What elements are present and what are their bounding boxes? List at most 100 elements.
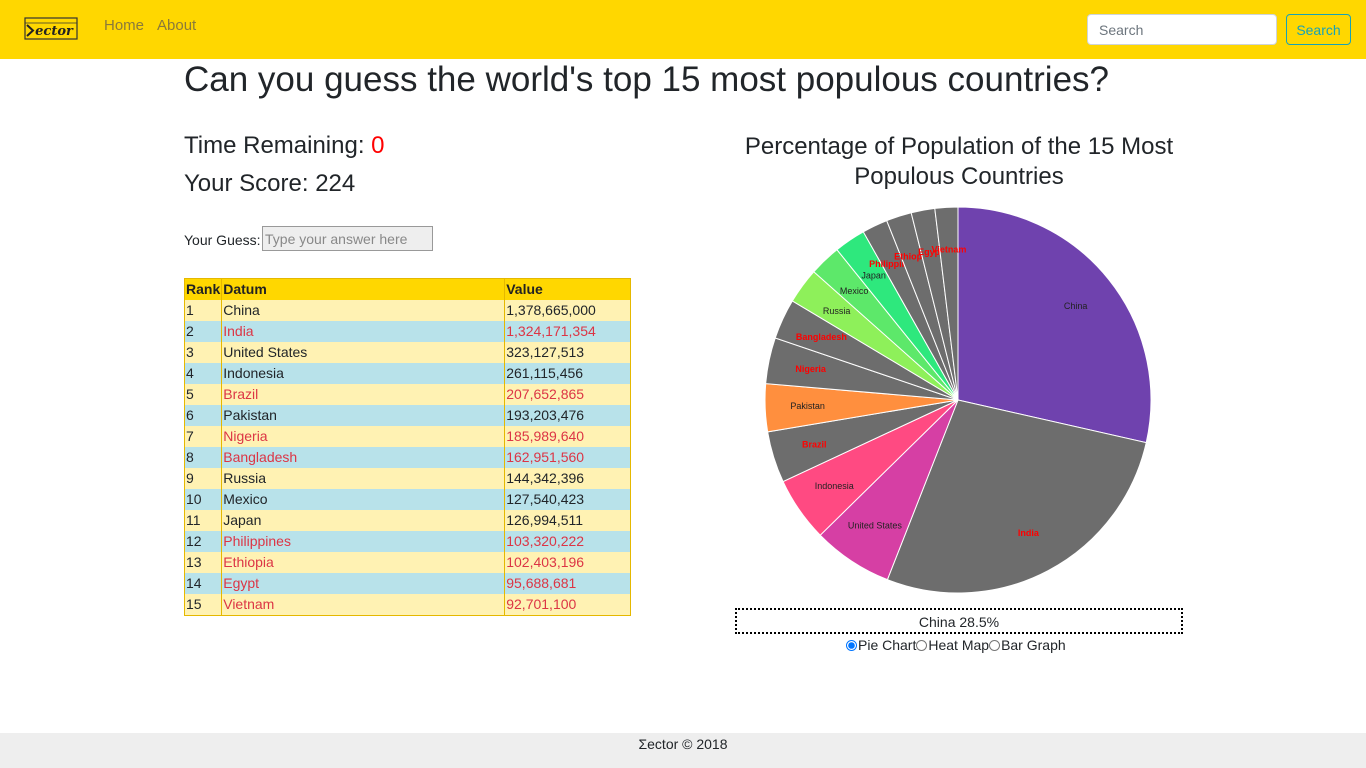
score: Your Score: 224 [184, 170, 355, 198]
pie-slice-label: Philippines [869, 259, 917, 269]
pie-slice-china[interactable] [957, 206, 1152, 444]
cell-datum: Bangladesh [221, 447, 505, 468]
cell-value: 323,127,513 [504, 342, 631, 363]
pie-slice-label: Brazil [802, 440, 827, 450]
pie-slice-label: Russia [823, 306, 851, 316]
logo-text: ector [35, 24, 74, 39]
pie-slice-india[interactable] [886, 399, 1147, 594]
cell-rank: 8 [183, 447, 222, 468]
table-row: 4 Indonesia 261,115,456 [183, 363, 631, 384]
cell-value: 102,403,196 [504, 552, 631, 573]
cell-rank: 11 [183, 510, 222, 531]
score-label: Your Score: [184, 170, 316, 197]
header-rank: Rank [183, 278, 222, 300]
bar-graph-radio[interactable] [989, 639, 1001, 651]
bar-graph-option[interactable]: Bar Graph [989, 637, 1066, 653]
cell-rank: 9 [183, 468, 222, 489]
chart-tooltip: China 28.5% [735, 608, 1183, 634]
cell-rank: 13 [183, 552, 222, 573]
chart-type-selector: Pie Chart Heat Map Bar Graph [846, 637, 1066, 654]
table-row: 13 Ethiopia 102,403,196 [183, 552, 631, 573]
search-button[interactable]: Search [1286, 14, 1351, 45]
pie-slice-label: Pakistan [790, 401, 825, 411]
cell-value: 95,688,681 [504, 573, 631, 594]
table-row: 3 United States 323,127,513 [183, 342, 631, 363]
cell-value: 185,989,640 [504, 426, 631, 447]
table-row: 2 India 1,324,171,354 [183, 321, 631, 342]
table-body: 1 China 1,378,665,000 2 India 1,324,171,354 3 U… [183, 300, 631, 616]
table-row: 11 Japan 126,994,511 [183, 510, 631, 531]
pie-slice-label: Ethiopia [894, 252, 930, 262]
cell-value: 193,203,476 [504, 405, 631, 426]
cell-value: 207,652,865 [504, 384, 631, 405]
pie-slice-vietnam[interactable] [934, 206, 959, 401]
score-value: 224 [315, 170, 356, 197]
nav-about-link[interactable]: About [157, 17, 197, 34]
guess-input[interactable] [262, 226, 433, 251]
page-title: Can you guess the world's top 15 most po… [184, 60, 1110, 99]
cell-datum: Pakistan [221, 405, 505, 426]
cell-rank: 10 [183, 489, 222, 510]
chart-title: Percentage of Population of the 15 Most … [744, 133, 1174, 190]
cell-datum: Philippines [221, 531, 505, 552]
cell-rank: 6 [183, 405, 222, 426]
search-input[interactable] [1087, 14, 1277, 45]
pie-slice-label: Nigeria [795, 364, 827, 374]
cell-value: 144,342,396 [504, 468, 631, 489]
cell-value: 162,951,560 [504, 447, 631, 468]
cell-value: 1,378,665,000 [504, 300, 631, 321]
cell-rank: 5 [183, 384, 222, 405]
table-row: 1 China 1,378,665,000 [183, 300, 631, 321]
time-remaining-label: Time Remaining: [184, 132, 372, 159]
time-remaining: Time Remaining: 0 [184, 132, 385, 160]
cell-value: 261,115,456 [504, 363, 631, 384]
pie-chart[interactable]: China India United States Indonesia Brazil Pa… [740, 195, 1178, 600]
pie-slice-label: Mexico [840, 286, 869, 296]
table-row: 5 Brazil 207,652,865 [183, 384, 631, 405]
cell-datum: Russia [221, 468, 505, 489]
table-row: 9 Russia 144,342,396 [183, 468, 631, 489]
cell-datum: Mexico [221, 489, 505, 510]
cell-value: 1,324,171,354 [504, 321, 631, 342]
guess-label: Your Guess: [184, 232, 261, 248]
cell-datum: Vietnam [221, 594, 505, 616]
pie-slice-label: United States [848, 521, 903, 531]
pie-slice-label: Bangladesh [796, 332, 847, 342]
sector-logo[interactable]: ector [24, 15, 78, 42]
cell-value: 126,994,511 [504, 510, 631, 531]
pie-chart-radio[interactable] [846, 639, 857, 651]
cell-rank: 3 [183, 342, 222, 363]
cell-rank: 12 [183, 531, 222, 552]
heat-map-option[interactable]: Heat Map [916, 637, 989, 653]
cell-datum: China [221, 300, 505, 321]
cell-rank: 4 [183, 363, 222, 384]
results-table: Rank Datum Value 1 China 1,378,665,000 2 Ind… [183, 278, 631, 616]
nav-home-link[interactable]: Home [104, 17, 145, 34]
table-row: 14 Egypt 95,688,681 [183, 573, 631, 594]
cell-rank: 2 [183, 321, 222, 342]
cell-datum: Indonesia [221, 363, 505, 384]
pie-slice-label: Indonesia [815, 481, 854, 491]
header-datum: Datum [221, 278, 505, 300]
cell-datum: Brazil [221, 384, 505, 405]
pie-slice-label: Vietnam [931, 245, 966, 255]
table-header-row: Rank Datum Value [183, 278, 631, 300]
cell-datum: United States [221, 342, 505, 363]
pie-slice-label: China [1064, 301, 1088, 311]
pie-chart-option[interactable]: Pie Chart [846, 637, 916, 653]
cell-rank: 7 [183, 426, 222, 447]
cell-datum: Japan [221, 510, 505, 531]
cell-rank: 14 [183, 573, 222, 594]
cell-datum: Egypt [221, 573, 505, 594]
table-row: 7 Nigeria 185,989,640 [183, 426, 631, 447]
table-row: 10 Mexico 127,540,423 [183, 489, 631, 510]
header-value: Value [504, 278, 631, 300]
cell-datum: Nigeria [221, 426, 505, 447]
cell-rank: 15 [183, 594, 222, 616]
pie-chart-label: Pie Chart [858, 637, 917, 653]
pie-slice-label: Japan [861, 270, 886, 280]
cell-rank: 1 [183, 300, 222, 321]
heat-map-label: Heat Map [928, 637, 990, 653]
heat-map-radio[interactable] [916, 639, 928, 651]
cell-value: 103,320,222 [504, 531, 631, 552]
